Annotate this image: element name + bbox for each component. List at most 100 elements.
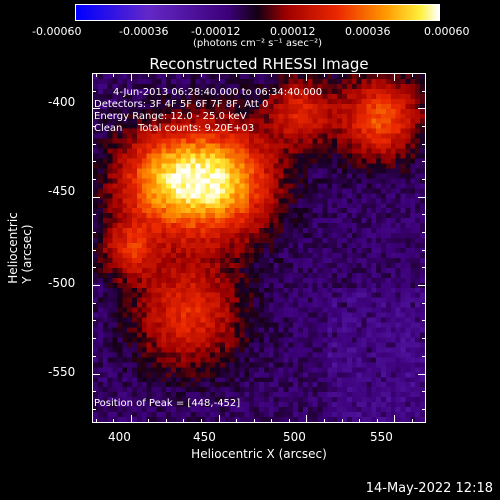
- y-minor-tick: [92, 338, 96, 340]
- y-minor-tick: [92, 179, 96, 181]
- colorbar-units-label: (photons cm⁻² s⁻¹ asec⁻²): [192, 38, 323, 49]
- y-minor-tick: [422, 90, 426, 92]
- colorbar-tick-label: 0.00060: [424, 25, 470, 38]
- plot-title: Reconstructed RHESSI Image: [149, 55, 369, 73]
- y-minor-tick: [422, 285, 426, 287]
- y-minor-tick: [92, 373, 96, 375]
- y-minor-tick: [422, 338, 426, 340]
- footer-timestamp: 14-May-2022 12:18: [365, 481, 493, 496]
- x-tick-label: 550: [370, 430, 393, 444]
- y-minor-tick: [92, 196, 96, 198]
- x-minor-tick: [130, 419, 132, 423]
- y-major-tick: [92, 373, 100, 375]
- y-minor-tick: [422, 179, 426, 181]
- y-minor-tick: [92, 355, 96, 357]
- y-minor-tick: [422, 267, 426, 269]
- y-minor-tick: [92, 408, 96, 410]
- y-minor-tick: [422, 249, 426, 251]
- y-tick-label: -450: [48, 184, 76, 198]
- colorbar-tick-label: -0.00036: [119, 25, 169, 38]
- y-minor-tick: [92, 320, 96, 322]
- y-minor-tick: [422, 373, 426, 375]
- y-minor-tick: [422, 232, 426, 234]
- y-minor-tick: [422, 214, 426, 216]
- x-minor-tick: [165, 73, 167, 77]
- x-major-tick: [130, 73, 132, 81]
- x-minor-tick: [95, 419, 97, 423]
- annotation-total-counts: Total counts: 9.20E+03: [138, 123, 255, 134]
- y-minor-tick: [422, 320, 426, 322]
- x-axis-label: Heliocentric X (arcsec): [191, 447, 327, 461]
- x-minor-tick: [288, 73, 290, 77]
- y-minor-tick: [422, 108, 426, 110]
- y-minor-tick: [92, 285, 96, 287]
- y-minor-tick: [92, 126, 96, 128]
- y-minor-tick: [422, 196, 426, 198]
- y-minor-tick: [92, 214, 96, 216]
- x-minor-tick: [183, 73, 185, 77]
- x-major-tick: [218, 73, 220, 81]
- x-minor-tick: [411, 73, 413, 77]
- x-minor-tick: [394, 73, 396, 77]
- x-minor-tick: [306, 419, 308, 423]
- y-axis-label: Heliocentric Y (arcsec): [6, 212, 34, 284]
- y-minor-tick: [92, 90, 96, 92]
- y-minor-tick: [422, 126, 426, 128]
- x-minor-tick: [271, 73, 273, 77]
- x-minor-tick: [376, 73, 378, 77]
- y-minor-tick: [92, 108, 96, 110]
- colorbar-tick-label: -0.00012: [191, 25, 241, 38]
- colorbar-tick-label: -0.00060: [32, 25, 82, 38]
- x-minor-tick: [324, 73, 326, 77]
- x-minor-tick: [200, 73, 202, 77]
- x-minor-tick: [236, 73, 238, 77]
- y-tick-label: -550: [48, 365, 76, 379]
- x-minor-tick: [148, 73, 150, 77]
- y-minor-tick: [422, 355, 426, 357]
- x-major-tick: [306, 73, 308, 81]
- x-minor-tick: [341, 73, 343, 77]
- x-minor-tick: [324, 419, 326, 423]
- y-minor-tick: [92, 161, 96, 163]
- y-minor-tick: [92, 391, 96, 393]
- x-minor-tick: [113, 73, 115, 77]
- y-tick-label: -500: [48, 276, 76, 290]
- y-major-tick: [92, 108, 100, 110]
- y-minor-tick: [92, 302, 96, 304]
- x-minor-tick: [359, 419, 361, 423]
- annotation-time-range: 4-Jun-2013 06:28:40.000 to 06:34:40.000: [113, 87, 323, 98]
- image-plot-area: 4-Jun-2013 06:28:40.000 to 06:34:40.000 …: [92, 73, 426, 423]
- y-minor-tick: [92, 267, 96, 269]
- annotation-detectors: Detectors: 3F 4F 5F 6F 7F 8F, Att 0: [94, 99, 269, 110]
- x-minor-tick: [411, 419, 413, 423]
- x-tick-label: 450: [193, 430, 216, 444]
- rhessi-image-map: [93, 74, 425, 422]
- annotation-peak-position: Position of Peak = [448,-452]: [94, 398, 241, 409]
- y-minor-tick: [422, 161, 426, 163]
- x-minor-tick: [394, 419, 396, 423]
- annotation-method: Clean: [94, 123, 123, 134]
- y-minor-tick: [92, 249, 96, 251]
- annotation-energy-range: Energy Range: 12.0 - 25.0 keV: [94, 111, 247, 122]
- x-minor-tick: [341, 419, 343, 423]
- x-minor-tick: [253, 419, 255, 423]
- y-minor-tick: [92, 143, 96, 145]
- x-minor-tick: [148, 419, 150, 423]
- x-minor-tick: [288, 419, 290, 423]
- x-tick-label: 400: [108, 430, 131, 444]
- y-minor-tick: [422, 143, 426, 145]
- x-minor-tick: [95, 73, 97, 77]
- x-minor-tick: [271, 419, 273, 423]
- y-major-tick: [92, 285, 100, 287]
- x-minor-tick: [359, 73, 361, 77]
- y-tick-label: -400: [48, 95, 76, 109]
- colorbar-tick-label: 0.00036: [345, 25, 391, 38]
- y-minor-tick: [92, 232, 96, 234]
- x-minor-tick: [183, 419, 185, 423]
- x-minor-tick: [200, 419, 202, 423]
- y-minor-tick: [422, 408, 426, 410]
- x-tick-label: 500: [283, 430, 306, 444]
- x-minor-tick: [130, 73, 132, 77]
- y-major-tick: [92, 196, 100, 198]
- x-minor-tick: [253, 73, 255, 77]
